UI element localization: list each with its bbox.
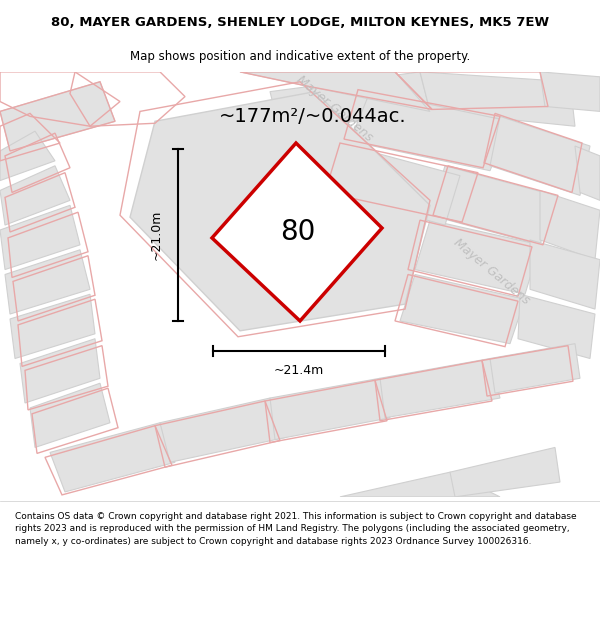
Polygon shape	[30, 383, 110, 448]
Text: Contains OS data © Crown copyright and database right 2021. This information is : Contains OS data © Crown copyright and d…	[15, 512, 577, 546]
Polygon shape	[270, 72, 430, 131]
Polygon shape	[0, 131, 55, 181]
Text: Map shows position and indicative extent of the property.: Map shows position and indicative extent…	[130, 49, 470, 62]
Polygon shape	[430, 166, 555, 245]
Text: Mayer Gardens: Mayer Gardens	[451, 236, 533, 307]
Polygon shape	[335, 146, 460, 225]
Polygon shape	[340, 472, 500, 497]
Polygon shape	[415, 220, 540, 294]
Polygon shape	[575, 146, 600, 201]
Polygon shape	[530, 240, 600, 309]
Polygon shape	[0, 166, 70, 225]
Polygon shape	[400, 274, 525, 344]
Text: 80: 80	[280, 219, 315, 246]
Polygon shape	[10, 294, 95, 359]
Polygon shape	[380, 359, 500, 418]
Text: Mayer Gardens: Mayer Gardens	[295, 73, 376, 144]
Polygon shape	[0, 82, 115, 151]
Polygon shape	[160, 398, 285, 462]
Polygon shape	[450, 448, 560, 497]
Polygon shape	[420, 72, 575, 126]
Polygon shape	[490, 344, 580, 393]
Polygon shape	[540, 72, 600, 111]
Polygon shape	[130, 92, 430, 331]
Polygon shape	[0, 205, 80, 269]
Polygon shape	[50, 422, 175, 492]
Polygon shape	[5, 250, 90, 314]
Polygon shape	[212, 143, 382, 321]
Text: ~21.4m: ~21.4m	[274, 364, 324, 377]
Polygon shape	[518, 294, 595, 359]
Polygon shape	[20, 339, 100, 403]
Text: ~21.0m: ~21.0m	[149, 210, 163, 260]
Polygon shape	[240, 72, 430, 111]
Polygon shape	[490, 116, 590, 196]
Text: ~177m²/~0.044ac.: ~177m²/~0.044ac.	[218, 107, 406, 126]
Polygon shape	[540, 191, 600, 259]
Text: 80, MAYER GARDENS, SHENLEY LODGE, MILTON KEYNES, MK5 7EW: 80, MAYER GARDENS, SHENLEY LODGE, MILTON…	[51, 16, 549, 29]
Polygon shape	[270, 378, 390, 439]
Polygon shape	[350, 92, 510, 171]
